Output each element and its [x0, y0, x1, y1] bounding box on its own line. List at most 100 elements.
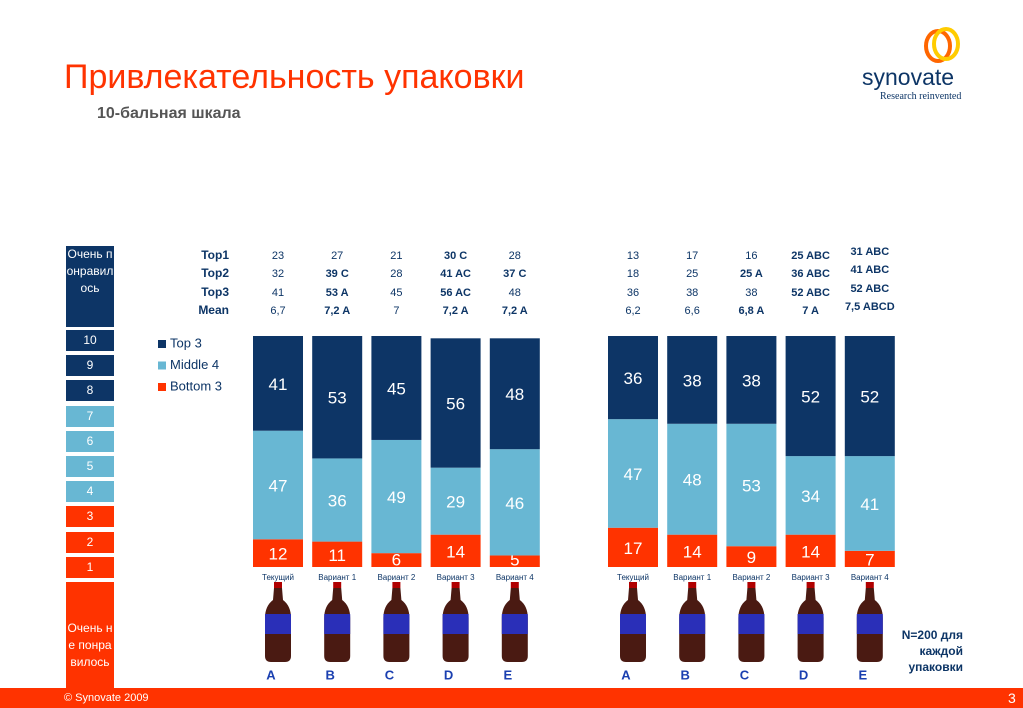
table-cell: 7 — [393, 305, 399, 317]
data-label: 11 — [328, 546, 346, 565]
title: Привлекательность упаковки — [64, 58, 525, 96]
bottle-cap — [451, 582, 460, 588]
bottle-label — [324, 614, 351, 634]
letter: D — [444, 667, 453, 682]
table-cell: 6,2 — [625, 305, 640, 317]
x-tick-label: Вариант 2 — [377, 573, 415, 582]
data-label: 7 — [865, 550, 874, 569]
legend-label: Top 3 — [170, 335, 202, 350]
table-cell: 6,8 A — [738, 305, 764, 317]
table-cell: 32 — [272, 268, 284, 280]
data-label: 53 — [328, 389, 347, 408]
bottle-label — [501, 614, 528, 634]
scale-level: 6 — [66, 430, 114, 452]
table-cell: 41 AC — [440, 268, 471, 280]
bar-segment — [844, 456, 895, 551]
note: N=200 для каждой упаковки — [901, 628, 963, 674]
table-cell: 52 ABC — [850, 283, 889, 295]
legend-swatch — [158, 340, 166, 348]
data-label: 52 — [801, 388, 820, 407]
row-label: Top2 — [201, 266, 229, 280]
table-cell: 41 ABC — [850, 264, 889, 276]
data-label: 5 — [510, 550, 519, 569]
table-cell: 18 — [627, 268, 639, 280]
bar-segment — [489, 449, 540, 556]
table-cell: 23 — [272, 250, 284, 262]
data-label: 36 — [328, 491, 347, 510]
scale-level: 3 — [66, 506, 114, 528]
bar-segment — [371, 336, 422, 440]
table-cell: 38 — [745, 287, 757, 299]
bottle-label — [265, 614, 291, 634]
chart: Top1 Top2 Top3 Mean 23 27 21 30 C 28 32 39 C 28 41 A… — [158, 27, 960, 682]
bottle-cap — [688, 582, 697, 588]
row-label: Mean — [198, 303, 229, 317]
letter: A — [266, 667, 276, 682]
bar-segment — [667, 423, 718, 535]
bar-segment — [785, 534, 836, 567]
letter: C — [740, 667, 750, 682]
table-cell: 37 C — [503, 268, 526, 280]
bar-segment — [253, 430, 303, 540]
data-label: 14 — [683, 542, 702, 561]
bar-segment — [844, 550, 895, 567]
bar-segment — [430, 534, 481, 567]
scale-level: 4 — [66, 481, 114, 503]
bottle-label — [738, 614, 765, 634]
data-label: 17 — [624, 539, 643, 558]
table-cell: 38 — [686, 287, 698, 299]
bar-segment — [608, 336, 658, 420]
legend-label: Middle 4 — [170, 357, 219, 372]
bar-segment — [253, 336, 303, 431]
bar-segment — [489, 555, 540, 567]
table-cell: 28 — [509, 250, 521, 262]
table-cell: 36 ABC — [791, 268, 830, 280]
scale-level: 10 — [66, 330, 114, 351]
table-cell: 7,5 ABCD — [845, 301, 895, 313]
table-cell: 39 C — [326, 268, 349, 280]
table-cell: 17 — [686, 250, 698, 262]
bar-segment — [312, 541, 363, 567]
bottle-cap — [629, 582, 637, 588]
bottle-cap — [747, 582, 756, 588]
data-label: 48 — [505, 385, 524, 404]
scale-level: 5 — [66, 456, 114, 477]
data-label: 49 — [387, 488, 406, 507]
table-cell: 13 — [627, 250, 639, 262]
bar-segment — [430, 338, 481, 468]
bar-segment — [785, 456, 836, 535]
table-cell: 7,2 A — [502, 305, 528, 317]
table-cell: 7 A — [802, 305, 819, 317]
x-tick-label: Вариант 3 — [792, 573, 830, 582]
bar-segment — [312, 458, 363, 542]
table-cell: 25 — [686, 268, 698, 280]
letter: B — [681, 667, 690, 682]
x-tick-label: Вариант 1 — [318, 573, 356, 582]
table-cell: 25 A — [740, 268, 763, 280]
letter: B — [326, 667, 335, 682]
table-cell: 27 — [331, 250, 343, 262]
bottle-label — [620, 614, 646, 634]
table-cell: 31 ABC — [850, 246, 889, 258]
page-number: 3 — [1008, 690, 1016, 706]
x-tick-label: Вариант 3 — [437, 573, 475, 582]
bar-segment — [726, 546, 777, 567]
data-label: 14 — [446, 542, 465, 561]
bar-segment — [726, 336, 777, 424]
bottle-label — [679, 614, 706, 634]
scale-level: 1 — [66, 556, 114, 578]
bottle-cap — [510, 582, 519, 588]
data-label: 12 — [269, 545, 288, 564]
logo-tagline: Research reinvented — [880, 91, 962, 102]
x-tick-label: Текущий — [262, 573, 294, 582]
bar-segment — [371, 439, 422, 554]
data-label: 48 — [683, 471, 702, 490]
x-tick-label: Вариант 1 — [673, 573, 711, 582]
table-cell: 48 — [509, 287, 521, 299]
scale-level: 8 — [66, 380, 114, 402]
bottle-cap — [333, 582, 342, 588]
scale-level: 7 — [66, 405, 114, 427]
table-cell: 16 — [745, 250, 757, 262]
data-label: 53 — [742, 476, 761, 495]
